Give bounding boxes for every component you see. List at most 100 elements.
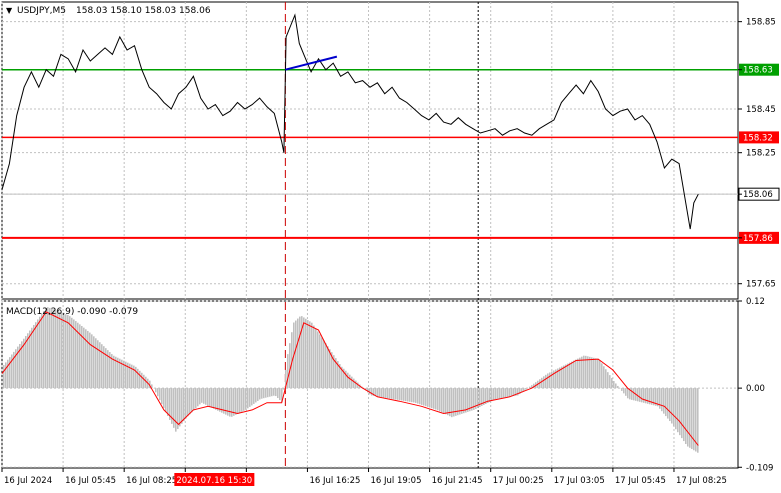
macd-bar bbox=[501, 388, 503, 398]
macd-bar bbox=[27, 333, 29, 388]
macd-bar bbox=[5, 362, 7, 388]
macd-bar bbox=[611, 378, 613, 388]
macd-bar bbox=[205, 388, 207, 405]
macd-bar bbox=[239, 388, 241, 413]
time-label: 17 Jul 05:45 bbox=[615, 476, 666, 486]
macd-bar bbox=[511, 388, 513, 396]
macd-bar bbox=[663, 388, 665, 414]
macd-bar bbox=[675, 388, 677, 429]
macd-bar bbox=[47, 307, 49, 388]
macd-bar bbox=[549, 372, 551, 388]
macd-bar bbox=[417, 388, 419, 403]
price-grid bbox=[2, 2, 738, 299]
macd-bar bbox=[581, 357, 583, 388]
trend-line bbox=[285, 57, 337, 70]
macd-bar bbox=[643, 388, 645, 403]
macd-bar bbox=[585, 356, 587, 388]
macd-bar bbox=[53, 310, 55, 389]
macd-bar bbox=[249, 388, 251, 407]
macd-bar bbox=[181, 388, 183, 424]
macd-bar bbox=[401, 388, 403, 400]
macd-bar bbox=[433, 388, 435, 409]
symbol-label: USDJPY,M5 bbox=[17, 6, 66, 16]
macd-bar bbox=[397, 388, 399, 400]
macd-bar bbox=[271, 388, 273, 396]
macd-bar bbox=[377, 388, 379, 396]
macd-bar bbox=[73, 319, 75, 388]
macd-bar bbox=[569, 363, 571, 389]
macd-bar bbox=[207, 388, 209, 406]
macd-bar bbox=[299, 317, 301, 389]
macd-bar bbox=[575, 360, 577, 389]
macd-bar bbox=[529, 387, 531, 388]
macd-bar bbox=[617, 386, 619, 388]
macd-bar bbox=[431, 388, 433, 408]
macd-bar bbox=[195, 388, 197, 408]
macd-bar bbox=[443, 388, 445, 413]
macd-bar bbox=[315, 329, 317, 389]
macd-bar bbox=[525, 388, 527, 389]
macd-bar bbox=[139, 371, 141, 388]
macd-bar bbox=[563, 366, 565, 389]
level-label: 157.86 bbox=[743, 234, 773, 244]
macd-bar bbox=[673, 388, 675, 426]
macd-bar bbox=[319, 334, 321, 388]
macd-bar bbox=[595, 358, 597, 388]
macd-bar bbox=[219, 388, 221, 412]
macd-bar bbox=[317, 331, 319, 388]
macd-bar bbox=[289, 343, 291, 388]
macd-bar bbox=[141, 373, 143, 388]
macd-bar bbox=[545, 375, 547, 388]
level-label: 158.63 bbox=[743, 66, 773, 76]
macd-bar bbox=[509, 388, 511, 397]
symbol-arrow-icon[interactable]: ▼ bbox=[6, 6, 13, 15]
macd-bar bbox=[427, 388, 429, 407]
macd-bar bbox=[145, 377, 147, 388]
macd-bar bbox=[87, 331, 89, 388]
macd-bar bbox=[627, 388, 629, 398]
macd-bar bbox=[91, 334, 93, 388]
macd-bar bbox=[89, 333, 91, 389]
macd-bar bbox=[353, 379, 355, 389]
macd-bar bbox=[137, 369, 139, 388]
macd-bar bbox=[387, 388, 389, 398]
macd-bar bbox=[267, 388, 269, 397]
macd-bar bbox=[351, 377, 353, 388]
macd-bar bbox=[435, 388, 437, 409]
macd-bar bbox=[101, 344, 103, 388]
macd-bar bbox=[503, 388, 505, 398]
macd-bar bbox=[599, 360, 601, 388]
macd-bar bbox=[209, 388, 211, 407]
macd-bar bbox=[347, 373, 349, 388]
macd-bar bbox=[193, 388, 195, 410]
macd-bar bbox=[175, 388, 177, 432]
time-label: 16 Jul 2024 bbox=[4, 476, 52, 486]
macd-bar bbox=[33, 325, 35, 388]
macd-bar bbox=[423, 388, 425, 405]
macd-bar bbox=[447, 388, 449, 415]
macd-bar bbox=[441, 388, 443, 412]
macd-bar bbox=[399, 388, 401, 400]
ohlc-label: 158.03 158.10 158.03 158.06 bbox=[76, 6, 211, 16]
macd-bar bbox=[379, 388, 381, 397]
macd-bar bbox=[385, 388, 387, 398]
macd-bar bbox=[197, 388, 199, 406]
macd-bar bbox=[325, 343, 327, 388]
current-price-label: 158.06 bbox=[743, 190, 773, 200]
macd-bar bbox=[577, 359, 579, 388]
macd-bar bbox=[329, 349, 331, 388]
macd-bar bbox=[251, 388, 253, 405]
macd-bar bbox=[669, 388, 671, 421]
macd-bar bbox=[37, 319, 39, 388]
macd-bar bbox=[31, 328, 33, 388]
macd-bar bbox=[41, 314, 43, 388]
macd-bar bbox=[419, 388, 421, 404]
time-label: 17 Jul 03:05 bbox=[554, 476, 605, 486]
macd-bar bbox=[613, 381, 615, 388]
macd-bar bbox=[39, 317, 41, 388]
macd-tick-label: 0.12 bbox=[746, 297, 765, 307]
time-label: 16 Jul 05:45 bbox=[65, 476, 116, 486]
